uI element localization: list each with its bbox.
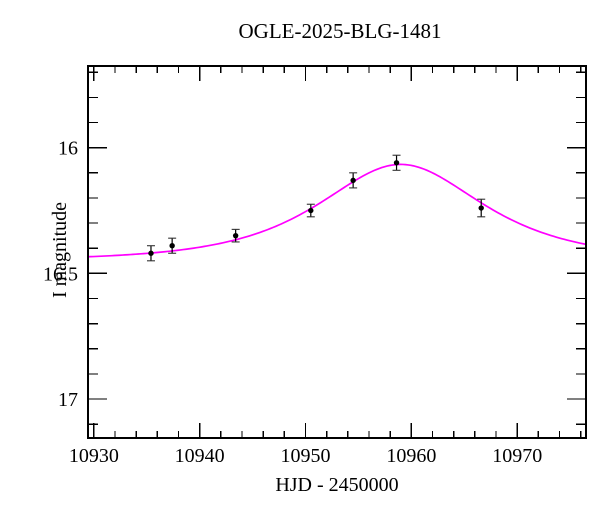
x-axis-label: HJD - 2450000 bbox=[275, 474, 398, 496]
data-point-marker bbox=[232, 232, 239, 239]
data-point bbox=[306, 203, 315, 218]
plot-frame-rect bbox=[87, 65, 587, 439]
model-curve-layer bbox=[87, 163, 586, 258]
y-tick-label: 16.5 bbox=[43, 263, 78, 285]
data-point bbox=[477, 198, 486, 218]
data-point-marker bbox=[393, 160, 400, 166]
x-tick-label: 10950 bbox=[281, 445, 331, 467]
data-point bbox=[392, 154, 401, 171]
data-point bbox=[231, 228, 240, 243]
plot-frame bbox=[87, 65, 587, 439]
data-points-layer bbox=[146, 154, 486, 262]
x-tick-label: 10940 bbox=[175, 445, 225, 467]
data-point-marker bbox=[478, 205, 484, 211]
data-point-marker bbox=[169, 243, 175, 249]
data-point-marker bbox=[350, 177, 356, 184]
y-tick-label: 16 bbox=[58, 138, 78, 160]
data-point bbox=[146, 245, 155, 262]
x-tick-label: 10930 bbox=[69, 445, 119, 467]
y-axis-label: I magnitude bbox=[49, 202, 71, 298]
axis-ticks-layer bbox=[88, 66, 586, 438]
data-point bbox=[168, 237, 177, 254]
data-point-marker bbox=[148, 250, 154, 256]
x-tick-label: 10960 bbox=[386, 445, 436, 467]
y-tick-label: 17 bbox=[58, 389, 78, 411]
data-point-marker bbox=[308, 207, 314, 214]
plot-title: OGLE-2025-BLG-1481 bbox=[239, 19, 442, 43]
model-curve bbox=[87, 163, 586, 258]
data-point bbox=[349, 172, 358, 189]
tick-labels-layer: 10930 10940 10950 10960 10970 16 16.5 17 bbox=[43, 138, 542, 467]
x-tick-label: 10970 bbox=[492, 445, 542, 467]
